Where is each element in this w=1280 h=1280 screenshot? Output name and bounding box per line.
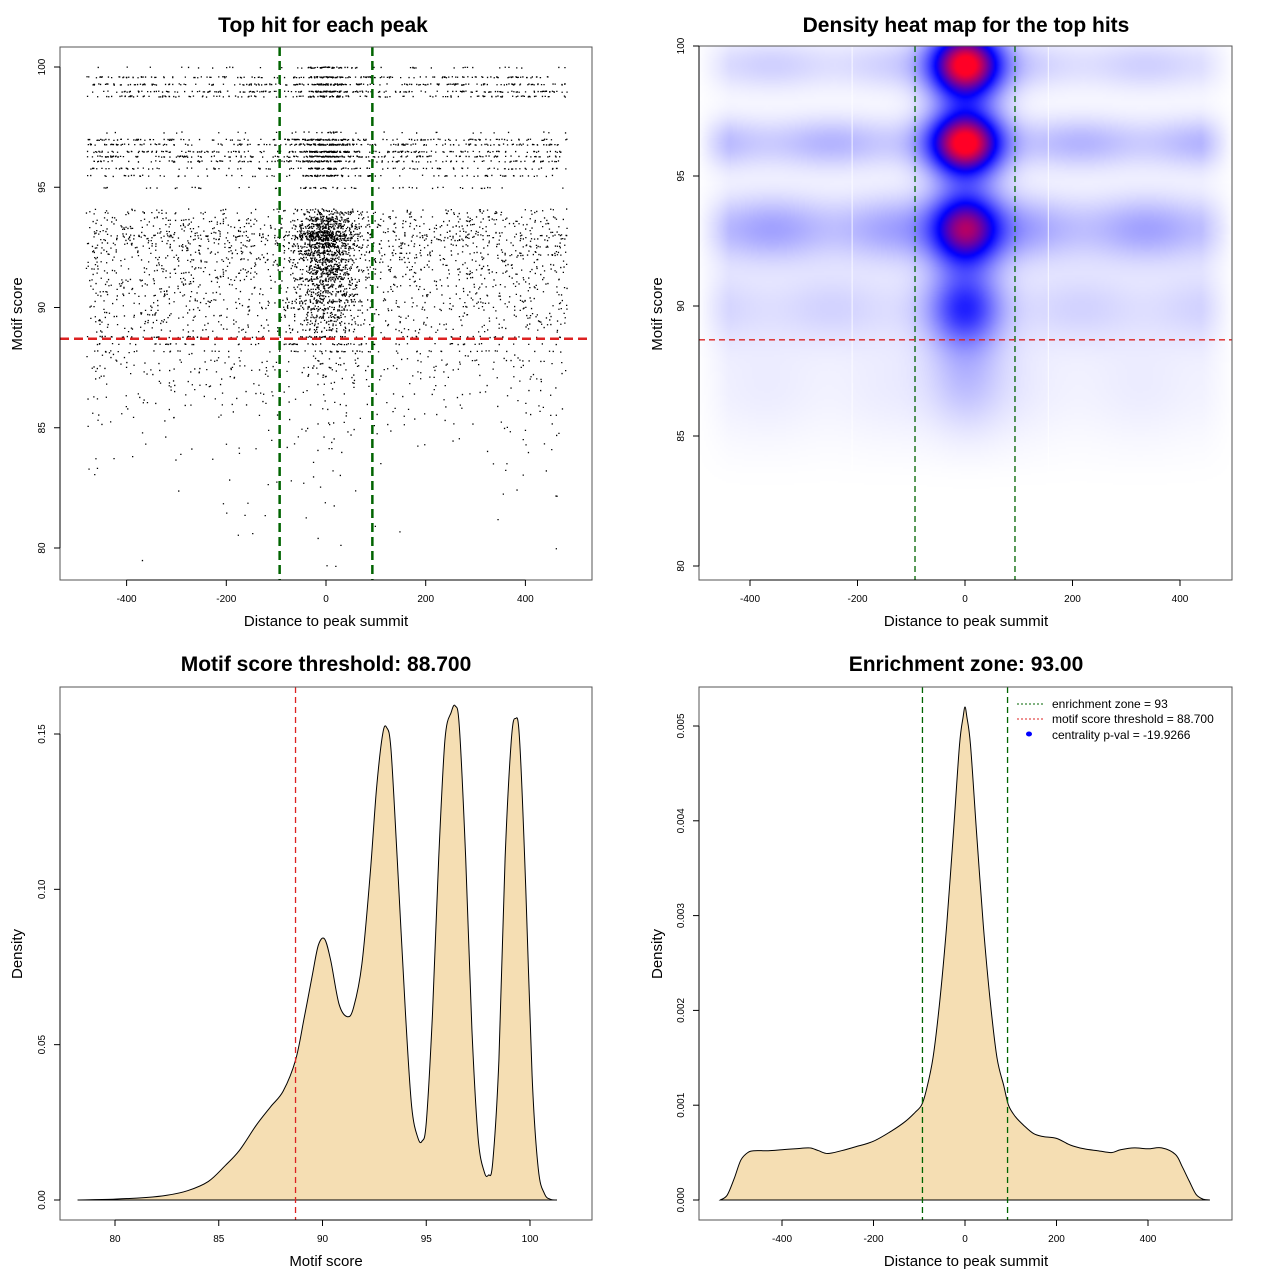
heatmap-x-tick-label: -200 — [847, 594, 867, 605]
heatmap-y-axis: 80 85 90 95 100 — [676, 37, 700, 572]
legend-label: centrality p-val = -19.9266 — [1052, 728, 1191, 742]
score-density-y-axis: 0.00 0.05 0.10 0.15 — [37, 724, 61, 1210]
scatter-y-tick-label: 100 — [37, 58, 48, 75]
scatter-y-label: Motif score — [9, 277, 26, 350]
score-density-reference-lines — [77, 687, 557, 1220]
scatter-points — [85, 66, 568, 568]
legend-entry-centrality: centrality p-val = -19.9266 — [1026, 728, 1191, 742]
scatter-point-cloud — [85, 66, 568, 568]
score-density-y-label: Density — [9, 928, 26, 979]
legend-entry-enrichment-zone: enrichment zone = 93 — [1017, 697, 1168, 711]
distance-density-y-tick-label: 0.005 — [676, 713, 687, 738]
distance-density-x-label: Distance to peak summit — [884, 1253, 1049, 1270]
score-density-y-tick-label: 0.00 — [37, 1190, 48, 1210]
score-density-title: Motif score threshold: 88.700 — [181, 653, 472, 676]
heatmap-y-tick-label: 80 — [676, 560, 687, 572]
score-density-y-tick-label: 0.15 — [37, 724, 48, 744]
heatmap-x-tick-label: 200 — [1064, 594, 1081, 605]
scatter-x-axis: -400 -200 0 200 400 — [117, 579, 534, 605]
scatter-reference-lines — [60, 47, 592, 580]
distance-density-y-tick-label: 0.001 — [676, 1092, 687, 1117]
distance-density-x-tick-label: -400 — [772, 1234, 792, 1245]
score-density-x-tick-label: 95 — [421, 1234, 433, 1245]
heatmap-x-tick-label: 0 — [962, 594, 968, 605]
distance-density-title: Enrichment zone: 93.00 — [849, 653, 1084, 676]
score-density-x-tick-label: 90 — [317, 1234, 329, 1245]
heatmap-title: Density heat map for the top hits — [803, 14, 1130, 37]
scatter-x-tick-label: -200 — [216, 594, 236, 605]
distance-density-y-tick-label: 0.002 — [676, 997, 687, 1022]
distance-density-x-tick-label: 200 — [1048, 1234, 1065, 1245]
heatmap-y-tick-label: 95 — [676, 170, 687, 182]
scatter-y-tick-label: 95 — [37, 181, 48, 193]
heatmap-y-tick-label: 100 — [676, 37, 687, 54]
score-density-area — [77, 704, 558, 1201]
distance-density-x-tick-label: 0 — [962, 1234, 968, 1245]
distance-density-y-tick-label: 0.003 — [676, 903, 687, 928]
score-density-x-axis: 80 85 90 95 100 — [109, 1219, 539, 1245]
legend-label: motif score threshold = 88.700 — [1052, 712, 1214, 726]
heatmap-raster — [699, 46, 1232, 580]
scatter-title: Top hit for each peak — [218, 14, 428, 37]
score-density-y-tick-label: 0.05 — [37, 1034, 48, 1054]
scatter-x-tick-label: 400 — [517, 594, 534, 605]
scatter-x-tick-label: 200 — [417, 594, 434, 605]
scatter-y-tick-label: 90 — [37, 302, 48, 314]
distance-density-x-tick-label: 400 — [1140, 1234, 1157, 1245]
heatmap-y-tick-label: 90 — [676, 300, 687, 312]
heatmap-x-axis: -400 -200 0 200 400 — [740, 579, 1189, 605]
distance-density-reference-lines — [720, 687, 1210, 1220]
heatmap-x-tick-label: -400 — [740, 594, 760, 605]
distance-density-y-tick-label: 0.004 — [676, 808, 687, 833]
scatter-plot-frame — [59, 46, 593, 581]
score-density-x-tick-label: 80 — [109, 1234, 121, 1245]
score-density-x-label: Motif score — [289, 1253, 362, 1270]
scatter-y-axis: 80 85 90 95 100 — [37, 58, 61, 554]
scatter-x-tick-label: 0 — [323, 594, 329, 605]
heatmap-y-tick-label: 85 — [676, 430, 687, 442]
distance-density-x-axis: -400 -200 0 200 400 — [772, 1219, 1157, 1245]
distance-density-x-tick-label: -200 — [863, 1234, 883, 1245]
legend-centrality-point-icon — [1026, 731, 1032, 737]
distance-density-area — [718, 706, 1210, 1201]
heatmap-x-label: Distance to peak summit — [884, 613, 1049, 630]
distance-density-y-axis: 0.000 0.001 0.002 0.003 0.004 0.005 — [676, 713, 700, 1213]
heatmap-x-tick-label: 400 — [1172, 594, 1189, 605]
heatmap-panel: Density heat map for the top hits -400 -2… — [649, 14, 1233, 630]
legend-entry-threshold: motif score threshold = 88.700 — [1017, 712, 1214, 726]
scatter-y-tick-label: 80 — [37, 542, 48, 554]
heatmap-reference-lines — [699, 46, 1232, 580]
scatter-y-tick-label: 85 — [37, 422, 48, 434]
score-density-panel: Motif score threshold: 88.700 80 85 90 95 10… — [9, 653, 593, 1270]
legend-label: enrichment zone = 93 — [1052, 697, 1168, 711]
score-density-x-tick-label: 100 — [522, 1234, 539, 1245]
distance-density-y-tick-label: 0.000 — [676, 1187, 687, 1212]
score-density-x-tick-label: 85 — [213, 1234, 225, 1245]
scatter-x-tick-label: -400 — [117, 594, 137, 605]
distance-density-panel: Enrichment zone: 93.00 -400 -200 0 200 400 0… — [649, 653, 1233, 1270]
score-density-y-tick-label: 0.10 — [37, 879, 48, 899]
scatter-x-label: Distance to peak summit — [244, 613, 409, 630]
distance-density-legend: enrichment zone = 93 motif score thresho… — [1017, 697, 1214, 742]
scatter-panel: Top hit for each peak -400 -200 0 200 400 80… — [9, 14, 593, 630]
heatmap-y-label: Motif score — [649, 277, 666, 350]
distance-density-y-label: Density — [649, 928, 666, 979]
